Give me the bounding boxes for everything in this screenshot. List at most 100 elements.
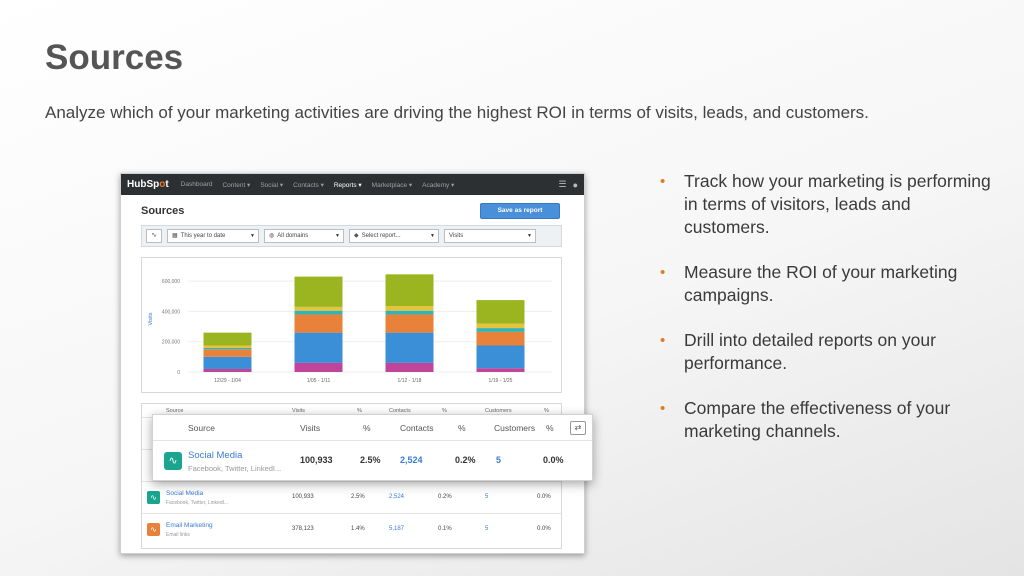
col-header-contacts-pct[interactable]: % xyxy=(442,407,447,414)
contacts-link[interactable]: 2,524 xyxy=(389,494,405,500)
caret-down-icon: ▼ xyxy=(335,233,340,239)
filter-bar: ∿ ▦ This year to date ▼ ◍ All domains ▼ ◆ Sel… xyxy=(141,225,562,247)
zoomed-row-popout: Source Visits % Contacts % Customers % ⇄… xyxy=(152,414,593,481)
popout-row[interactable]: ∿ Social Media Facebook, Twitter, Linked… xyxy=(153,441,592,482)
report-select[interactable]: ◆ Select report... ▼ xyxy=(349,229,439,243)
bar-segment xyxy=(203,332,252,346)
customers-pct: 0.0% xyxy=(543,455,564,465)
bullet-list: • Track how your marketing is performing … xyxy=(660,170,1000,465)
chart-toggle-icon[interactable]: ∿ xyxy=(146,229,162,243)
customers-link[interactable]: 5 xyxy=(496,455,502,465)
bar-segment xyxy=(385,314,434,333)
save-as-report-button[interactable]: Save as report xyxy=(480,203,560,219)
col-header-contacts[interactable]: Contacts xyxy=(389,407,411,414)
bar-segment xyxy=(385,332,434,363)
contacts-pct: 0.2% xyxy=(455,455,476,465)
tag-icon: ◆ xyxy=(354,233,359,239)
pulse-icon: ∿ xyxy=(147,491,160,504)
bullet-dot-icon: • xyxy=(660,264,666,281)
contacts-link[interactable]: 2,524 xyxy=(400,455,423,465)
contacts-pct: 0.2% xyxy=(438,494,452,500)
globe-icon: ◍ xyxy=(269,233,275,239)
x-tick-label: 1/12 - 1/18 xyxy=(398,378,422,384)
y-tick-label: 400,000 xyxy=(162,309,180,315)
source-sub: Email links xyxy=(166,532,190,538)
table-row[interactable]: ∿ Social Media Facebook, Twitter, Linked… xyxy=(142,482,561,514)
top-nav: HubSpot Dashboard Content ▾ Social ▾ Con… xyxy=(121,174,584,195)
customers-pct: 0.0% xyxy=(537,494,551,500)
col-header-source[interactable]: Source xyxy=(166,407,184,414)
hubspot-logo[interactable]: HubSpot xyxy=(127,179,169,190)
bullet-item: • Compare the effectiveness of your marke… xyxy=(660,398,951,441)
bar-segment xyxy=(476,300,525,324)
x-tick-label: 1/05 - 1/11 xyxy=(307,378,331,384)
menu-icon[interactable]: ☰ xyxy=(558,179,567,189)
caret-down-icon: ▼ xyxy=(250,233,255,239)
popout-header: Source Visits % Contacts % Customers % ⇄ xyxy=(153,415,592,441)
caret-down-icon: ▼ xyxy=(527,233,532,239)
calendar-icon: ▦ xyxy=(172,233,178,239)
app-screenshot: HubSpot Dashboard Content ▾ Social ▾ Con… xyxy=(120,173,585,554)
col-header-contacts[interactable]: Contacts xyxy=(400,423,434,433)
bar-segment xyxy=(203,356,252,369)
col-header-visits-pct[interactable]: % xyxy=(363,423,371,433)
table-row[interactable] xyxy=(142,450,561,482)
col-header-visits[interactable]: Visits xyxy=(300,423,321,433)
nav-content[interactable]: Content ▾ xyxy=(222,181,251,189)
bullet-dot-icon: • xyxy=(660,400,666,417)
date-range-select[interactable]: ▦ This year to date ▼ xyxy=(167,229,259,243)
metric-select[interactable]: Visits ▼ xyxy=(444,229,536,243)
customers-link[interactable]: 5 xyxy=(485,494,489,500)
nav-academy[interactable]: Academy ▾ xyxy=(422,181,455,189)
y-tick-label: 0 xyxy=(177,370,180,376)
contacts-link[interactable]: 5,187 xyxy=(389,526,405,532)
nav-contacts[interactable]: Contacts ▾ xyxy=(293,181,324,189)
x-tick-label: 1/19 - 1/25 xyxy=(489,378,513,384)
bar-segment xyxy=(294,314,343,333)
chart-svg: 0 200,000 400,000 600,000 Visits 12/29 - 1/04… xyxy=(148,274,552,384)
source-name-link[interactable]: Email Marketing xyxy=(166,522,213,529)
y-tick-label: 200,000 xyxy=(162,340,180,346)
nav-reports[interactable]: Reports ▾ xyxy=(333,181,362,189)
bar-segment xyxy=(385,274,434,307)
y-tick-label: 600,000 xyxy=(162,279,180,285)
caret-down-icon: ▼ xyxy=(430,233,435,239)
bar-segment xyxy=(476,328,525,332)
bar-segment xyxy=(294,276,343,307)
col-header-visits-pct[interactable]: % xyxy=(357,407,362,414)
bar-segment xyxy=(476,323,525,329)
col-header-customers-pct[interactable]: % xyxy=(546,423,554,433)
bar-segment xyxy=(203,368,252,372)
bullet-item: • Drill into detailed reports on your per… xyxy=(660,330,936,373)
nav-marketplace[interactable]: Marketplace ▾ xyxy=(371,181,413,189)
customers-pct: 0.0% xyxy=(537,526,551,532)
source-name-link[interactable]: Social Media xyxy=(166,490,204,497)
swap-columns-icon[interactable]: ⇄ xyxy=(570,421,586,435)
table-row[interactable]: ∿ Email Marketing Email links 378,123 1.… xyxy=(142,514,561,546)
source-name-link[interactable]: Social Media xyxy=(188,450,243,461)
visits-pct: 1.4% xyxy=(351,526,365,532)
bullet-item: • Measure the ROI of your marketing campa… xyxy=(660,262,958,305)
col-header-customers-pct[interactable]: % xyxy=(544,407,549,414)
page-title: Sources xyxy=(141,205,185,217)
col-header-source[interactable]: Source xyxy=(188,423,215,433)
contacts-pct: 0.1% xyxy=(438,526,452,532)
domains-select[interactable]: ◍ All domains ▼ xyxy=(264,229,344,243)
col-header-customers[interactable]: Customers xyxy=(485,407,512,414)
col-header-visits[interactable]: Visits xyxy=(292,407,306,414)
x-tick-label: 12/29 - 1/04 xyxy=(214,378,241,384)
source-sub: Facebook, Twitter, LinkedI... xyxy=(188,464,282,473)
visits-value: 100,933 xyxy=(292,494,314,500)
col-header-contacts-pct[interactable]: % xyxy=(458,423,466,433)
bullet-item: • Track how your marketing is performing … xyxy=(660,171,991,237)
nav-social[interactable]: Social ▾ xyxy=(260,181,284,189)
bar-segment xyxy=(385,362,434,372)
nav-dashboard[interactable]: Dashboard xyxy=(180,181,213,188)
user-avatar-icon[interactable]: ● xyxy=(572,179,578,190)
slide-subtitle: Analyze which of your marketing activiti… xyxy=(45,103,869,122)
pulse-icon: ∿ xyxy=(147,523,160,536)
visits-pct: 2.5% xyxy=(351,494,365,500)
page-header: Sources Save as report xyxy=(121,195,584,223)
customers-link[interactable]: 5 xyxy=(485,526,489,532)
col-header-customers[interactable]: Customers xyxy=(494,423,536,433)
